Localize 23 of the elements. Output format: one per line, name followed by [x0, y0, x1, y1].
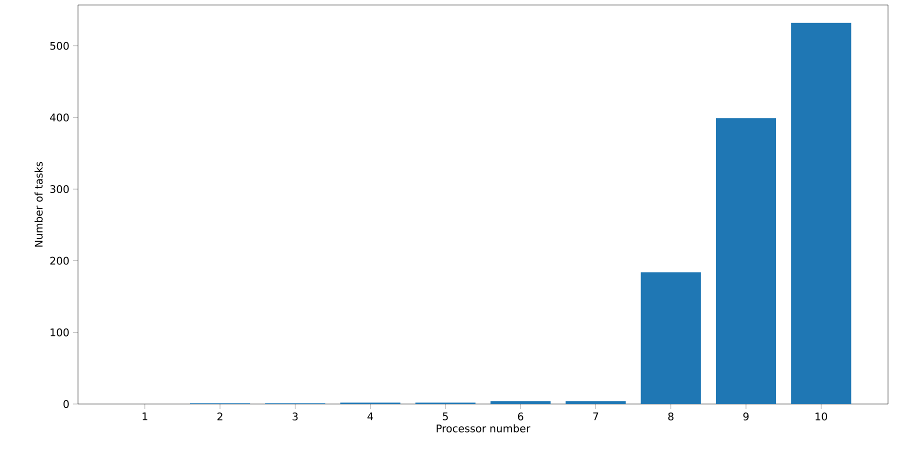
- x-axis-title: Processor number: [436, 424, 530, 432]
- x-tick-label: 2: [217, 412, 222, 420]
- x-tick-label: 4: [367, 412, 374, 420]
- y-tick-label: 100: [50, 328, 69, 336]
- x-tick-label: 5: [442, 412, 448, 420]
- bar: [566, 401, 626, 404]
- y-axis-title: Number of tasks: [34, 162, 43, 247]
- bar: [791, 22, 852, 404]
- y-tick-label: 400: [50, 114, 69, 122]
- x-tick-label: 1: [142, 412, 148, 420]
- bar: [640, 272, 701, 404]
- y-tick-label: 200: [50, 256, 69, 265]
- x-tick-label: 3: [292, 412, 298, 420]
- bar: [490, 401, 551, 404]
- y-tick-label: 500: [50, 42, 69, 50]
- x-tick-label: 9: [743, 412, 749, 420]
- bar: [716, 118, 776, 404]
- x-tick-label: 8: [668, 412, 674, 420]
- y-tick-label: 300: [50, 185, 69, 194]
- x-tick-label: 7: [593, 412, 598, 420]
- y-tick-label: 0: [64, 400, 69, 408]
- x-tick-label: 10: [816, 412, 828, 420]
- x-tick-label: 6: [518, 412, 524, 420]
